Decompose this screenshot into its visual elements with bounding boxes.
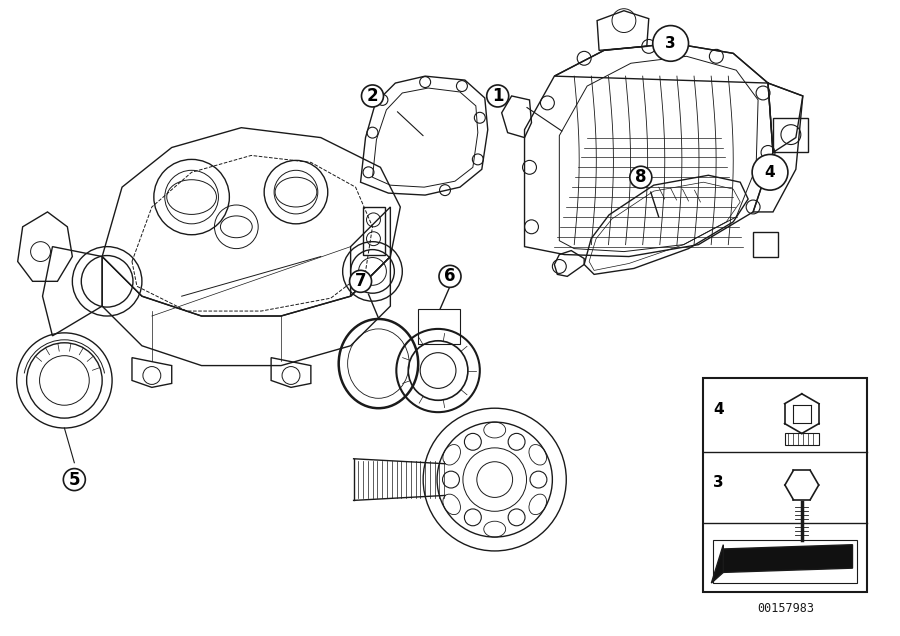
Text: 4: 4 — [713, 402, 724, 417]
Polygon shape — [724, 544, 852, 572]
Text: 00157983: 00157983 — [758, 602, 814, 615]
Text: 7: 7 — [355, 272, 366, 290]
Text: 8: 8 — [635, 169, 646, 186]
Text: 2: 2 — [366, 87, 378, 105]
Text: 3: 3 — [713, 475, 724, 490]
Text: 4: 4 — [765, 165, 775, 180]
Circle shape — [652, 25, 688, 61]
Bar — [785, 434, 819, 445]
Bar — [704, 378, 868, 591]
Bar — [418, 309, 460, 344]
Text: 1: 1 — [492, 87, 503, 105]
Text: 5: 5 — [68, 471, 80, 488]
Text: 3: 3 — [665, 36, 676, 51]
Polygon shape — [711, 544, 724, 583]
Circle shape — [752, 155, 788, 190]
Text: 6: 6 — [445, 267, 455, 286]
